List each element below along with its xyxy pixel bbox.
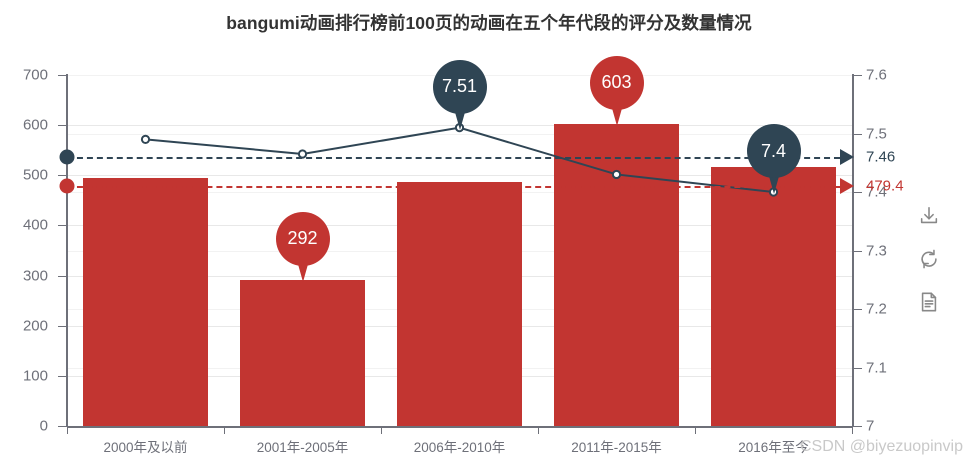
y-axis-left-tick [58,325,66,327]
y-axis-left-label: 300 [22,267,48,285]
average-line-label: 479.4 [866,177,904,195]
x-axis-label: 2001年-2005年 [256,440,349,455]
y-axis-left-label: 100 [22,367,48,385]
y-axis-left-tick [58,426,66,427]
pin-label: 7.51 [441,76,478,97]
data-label-pin: 7.4 [746,124,801,194]
bar[interactable] [239,279,366,426]
y-axis-right-label: 7.6 [866,66,887,84]
data-view-icon[interactable] [918,291,940,313]
average-line-arrow [840,148,854,165]
pin-body [275,211,330,266]
pin-label: 292 [287,228,318,249]
y-axis-left-tick [58,75,66,76]
y-axis-left-tick [58,225,66,227]
y-axis-right-label: 7.2 [866,300,887,318]
y-axis-right-tick [854,250,862,252]
average-line-arrow [840,177,854,194]
y-axis-left-label: 600 [22,116,48,134]
y-axis-right-tick [854,133,862,135]
y-axis-left-tick [58,175,66,177]
bar[interactable] [396,182,523,426]
average-line [67,185,840,188]
bar[interactable] [553,123,680,426]
data-label-pin: 603 [589,55,644,126]
y-axis-left-line [66,74,68,427]
toolbox[interactable] [918,205,940,313]
y-axis-left-label: 500 [22,166,48,184]
pin-body [746,124,801,178]
x-axis-tick [852,428,853,434]
average-line-label: 7.46 [866,148,896,166]
bar[interactable] [82,178,209,426]
pin-label: 7.4 [760,140,787,161]
x-axis-tick [224,428,225,434]
x-axis-label: 2011年-2015年 [571,440,662,455]
y-axis-left-label: 700 [22,66,48,84]
y-axis-right-tick [854,426,862,427]
y-axis-right-tick [854,75,862,76]
refresh-icon[interactable] [918,248,940,270]
grid-line-minor [67,133,852,135]
average-line-start-dot [59,149,75,165]
average-line-start-dot [59,178,75,194]
page-title: bangumi动画排行榜前100页的动画在五个年代段的评分及数量情况 [226,13,752,33]
y-axis-right-label: 7.4 [866,183,887,201]
y-axis-right-label: 7.5 [866,125,887,142]
download-icon[interactable] [918,205,940,227]
x-axis-tick [381,428,382,434]
x-axis-tick [695,428,696,434]
pin-body [432,59,487,114]
y-axis-left-label: 200 [22,317,48,335]
data-label-pin: 7.51 [432,59,487,130]
y-axis-right-tick [854,367,862,369]
x-axis-label: 2016年至今 [738,440,809,455]
average-line [67,156,840,159]
y-axis-left-tick [58,125,66,127]
y-axis-right-tick [854,192,862,193]
pin-body [589,55,644,110]
y-axis-left-label: 0 [39,417,48,435]
y-axis-right-label: 7.3 [866,242,887,259]
x-axis-line [67,426,853,428]
y-axis-right-label: 7 [866,417,875,435]
y-axis-right-line [852,74,854,427]
y-axis-left-tick [58,375,66,377]
data-label-pin: 292 [275,211,330,282]
y-axis-right-label: 7.1 [866,359,887,376]
y-axis-left-label: 400 [22,216,48,234]
x-axis-label: 2000年及以前 [103,440,188,455]
watermark: CSDN @biyezuopinvip [800,438,963,455]
pin-label: 603 [601,72,632,93]
x-axis-tick [67,428,68,434]
x-axis-tick [538,428,539,434]
y-axis-left-tick [58,275,66,277]
x-axis-label: 2006年-2010年 [413,440,506,455]
y-axis-right-tick [854,309,862,310]
bar[interactable] [710,167,837,426]
